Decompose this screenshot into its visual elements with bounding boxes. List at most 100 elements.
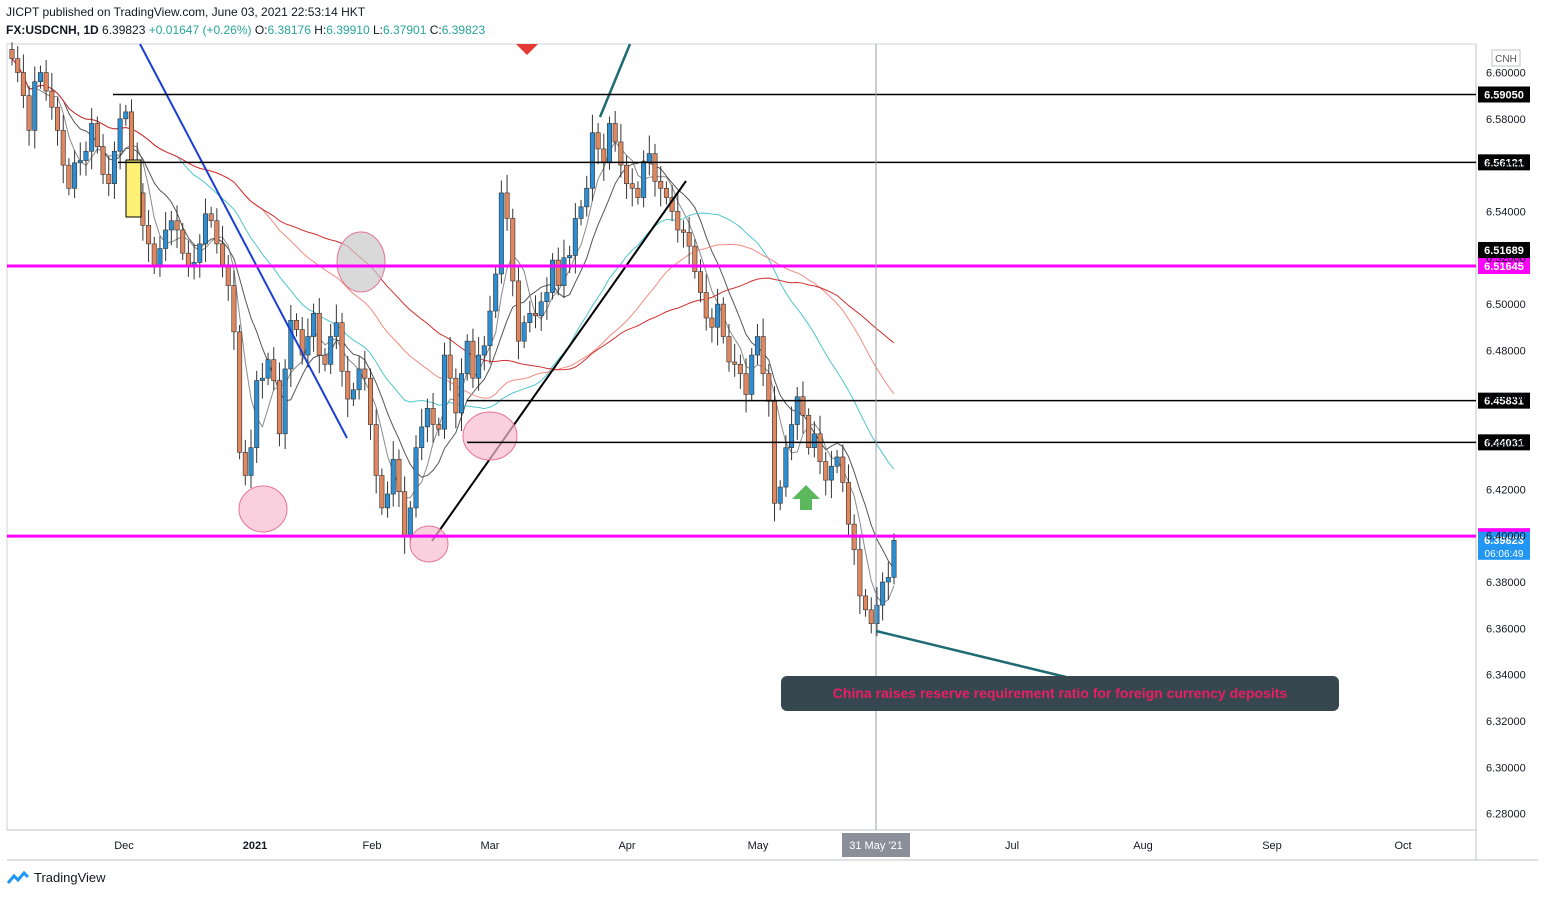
candle-body bbox=[77, 160, 83, 164]
tradingview-logo-icon bbox=[6, 870, 30, 884]
level-price-tag bbox=[1478, 258, 1530, 275]
candle-body bbox=[202, 213, 208, 245]
horizontal-levels: 6.59050 6.56121 6.51689 6.51645 6.45831 6.440… bbox=[7, 86, 1530, 560]
symbol-label[interactable]: FX:USDCNH, 1D bbox=[6, 23, 99, 37]
candle-body bbox=[800, 396, 806, 416]
candle-body bbox=[311, 313, 317, 337]
candle-body bbox=[220, 243, 226, 266]
candle-body bbox=[259, 377, 265, 381]
candle-body bbox=[447, 354, 453, 379]
candle-body bbox=[743, 373, 749, 395]
candle-body bbox=[510, 218, 516, 282]
candle-body bbox=[15, 58, 21, 73]
x-tick-label: Sep bbox=[1262, 840, 1282, 852]
candle-body bbox=[698, 271, 704, 293]
candle-body bbox=[533, 313, 539, 316]
candle-body bbox=[60, 130, 66, 166]
ma-10-line bbox=[11, 58, 895, 570]
candle-body bbox=[720, 303, 726, 337]
candle-body bbox=[845, 482, 851, 525]
level-price-tag bbox=[1478, 392, 1530, 409]
candle-body bbox=[817, 433, 823, 462]
y-tick-label: 6.56000 bbox=[1486, 160, 1526, 172]
x-tick-label: Feb bbox=[363, 840, 382, 852]
candle-body bbox=[686, 232, 692, 247]
candle-body bbox=[578, 206, 584, 219]
candle-body bbox=[703, 292, 709, 319]
candle-body bbox=[749, 354, 755, 395]
candle-body bbox=[464, 340, 470, 374]
candle-body bbox=[89, 123, 95, 152]
footer-brand[interactable]: TradingView bbox=[6, 870, 106, 885]
candle-body bbox=[555, 259, 561, 286]
candle-body bbox=[783, 447, 789, 488]
candle-body bbox=[362, 368, 368, 379]
last-price-tag bbox=[1478, 531, 1530, 560]
candle-body bbox=[265, 359, 271, 379]
candle-body bbox=[111, 150, 117, 184]
candle-body bbox=[789, 424, 795, 448]
candle-body bbox=[550, 259, 556, 293]
price-axis[interactable]: 6.60000 6.58000 6.56000 6.54000 6.52000 6.500… bbox=[1486, 68, 1526, 821]
candle-body bbox=[823, 461, 829, 481]
candle-body bbox=[83, 150, 89, 161]
level-price-tag bbox=[1478, 434, 1530, 451]
candle-body bbox=[504, 192, 510, 219]
candle-body bbox=[601, 148, 607, 164]
candle-body bbox=[493, 273, 499, 312]
candle-body bbox=[635, 188, 641, 198]
candle-body bbox=[367, 377, 373, 425]
candle-body bbox=[419, 426, 425, 448]
candle-body bbox=[385, 493, 391, 509]
candle-body bbox=[652, 153, 658, 182]
highlight-box bbox=[125, 159, 142, 218]
candle-body bbox=[863, 595, 869, 611]
last-price-label: 6.39823 bbox=[1484, 535, 1524, 547]
candle-body bbox=[441, 354, 447, 430]
y-tick-label: 6.40000 bbox=[1486, 531, 1526, 543]
x-tick-label: Jul bbox=[1005, 840, 1019, 852]
candle-body bbox=[214, 220, 220, 245]
candle-body bbox=[237, 331, 243, 453]
candle-body bbox=[777, 486, 783, 504]
candle-body bbox=[356, 368, 362, 391]
candle-body bbox=[754, 336, 760, 356]
candle-body bbox=[476, 354, 482, 379]
candle-body bbox=[37, 72, 43, 83]
currency-label: CNH bbox=[1495, 54, 1517, 65]
candle-body bbox=[123, 111, 129, 120]
candle-body bbox=[345, 370, 351, 400]
candle-body bbox=[379, 475, 385, 509]
candle-body bbox=[629, 183, 635, 189]
downtrend-line bbox=[139, 43, 348, 439]
candle-body bbox=[572, 218, 578, 256]
candle-body bbox=[299, 329, 305, 356]
candle-body bbox=[658, 181, 664, 189]
x-tick-label: Mar bbox=[481, 840, 500, 852]
candle-body bbox=[339, 322, 345, 372]
y-tick-label: 6.48000 bbox=[1486, 345, 1526, 357]
crosshair-date-label: 31 May '21 bbox=[849, 840, 902, 852]
ma-5-line bbox=[11, 58, 895, 604]
y-tick-label: 6.42000 bbox=[1486, 484, 1526, 496]
candle-body bbox=[157, 248, 163, 268]
candle-body bbox=[424, 408, 430, 428]
x-tick-label: Oct bbox=[1394, 840, 1411, 852]
candle-body bbox=[880, 581, 886, 606]
y-tick-label: 6.36000 bbox=[1486, 623, 1526, 635]
candle-body bbox=[43, 72, 49, 92]
close-label: C: bbox=[429, 23, 442, 37]
level-price-label: 6.59050 bbox=[1484, 90, 1524, 102]
level-price-label: 6.56121 bbox=[1484, 157, 1524, 169]
close-value: 6.39823 bbox=[441, 23, 486, 37]
down-arrow-icon bbox=[516, 44, 538, 55]
candle-body bbox=[515, 280, 521, 342]
x-tick-label: Apr bbox=[618, 840, 635, 852]
candle-body bbox=[772, 401, 778, 504]
y-tick-label: 6.32000 bbox=[1486, 716, 1526, 728]
candle-body bbox=[20, 72, 26, 96]
annotation-box[interactable] bbox=[781, 676, 1339, 711]
candle-body bbox=[606, 123, 612, 164]
candle-body bbox=[737, 364, 743, 374]
